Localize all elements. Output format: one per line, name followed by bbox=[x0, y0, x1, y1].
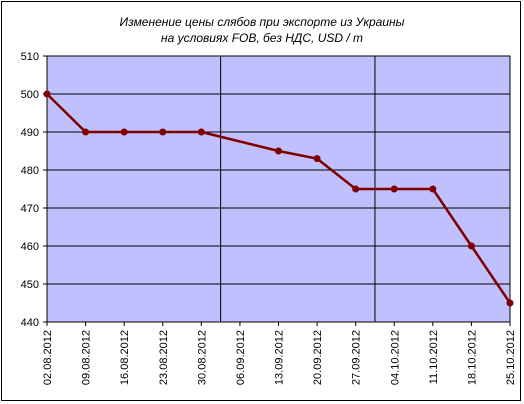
data-point bbox=[197, 128, 205, 136]
y-tick-label: 470 bbox=[21, 203, 39, 215]
x-tick-label: 27.09.2012 bbox=[351, 330, 363, 385]
x-tick-label: 09.08.2012 bbox=[81, 330, 93, 385]
data-point bbox=[352, 185, 360, 193]
x-tick-label: 23.08.2012 bbox=[158, 330, 170, 385]
data-point bbox=[506, 299, 514, 307]
x-tick-label: 02.08.2012 bbox=[42, 330, 54, 385]
x-tick-label: 30.08.2012 bbox=[196, 330, 208, 385]
chart-title-line-1: Изменение цены слябов при экспорте из Ук… bbox=[119, 15, 405, 29]
data-point bbox=[120, 128, 128, 136]
series-line bbox=[46, 93, 512, 304]
data-point bbox=[467, 242, 475, 250]
data-point bbox=[275, 147, 282, 155]
data-point bbox=[429, 185, 437, 193]
x-tick-label: 06.09.2012 bbox=[235, 330, 247, 385]
plot-area bbox=[46, 55, 511, 323]
x-tick-label: 16.08.2012 bbox=[119, 330, 131, 385]
data-point bbox=[390, 185, 398, 193]
x-tick-label: 13.09.2012 bbox=[274, 330, 286, 385]
series-group bbox=[43, 90, 514, 307]
data-point bbox=[82, 128, 90, 136]
x-tick-label: 04.10.2012 bbox=[389, 330, 401, 385]
y-axis: 440 450 460 470 480 490 500 510 bbox=[21, 51, 47, 329]
y-tick-label: 440 bbox=[21, 317, 39, 329]
x-tick-label: 11.10.2012 bbox=[428, 330, 440, 384]
data-point bbox=[313, 155, 321, 163]
x-tick-label: 20.09.2012 bbox=[312, 330, 324, 385]
data-point bbox=[159, 128, 167, 136]
x-tick-label: 25.10.2012 bbox=[505, 330, 517, 385]
y-tick-label: 490 bbox=[21, 127, 39, 139]
chart-title: Изменение цены слябов при экспорте из Ук… bbox=[0, 14, 524, 46]
y-tick-label: 500 bbox=[21, 89, 39, 101]
y-tick-label: 460 bbox=[21, 241, 39, 253]
y-tick-label: 450 bbox=[21, 279, 39, 291]
y-tick-label: 510 bbox=[21, 51, 39, 63]
y-tick-label: 480 bbox=[21, 165, 39, 177]
x-tick-label: 18.10.2012 bbox=[466, 330, 478, 385]
plot-background bbox=[46, 55, 511, 323]
x-axis: 02.08.2012 09.08.2012 16.08.2012 23.08.2012… bbox=[42, 322, 517, 385]
chart-title-line-2: на условиях FOB, без НДС, USD / т bbox=[160, 31, 364, 45]
data-point bbox=[43, 90, 51, 98]
